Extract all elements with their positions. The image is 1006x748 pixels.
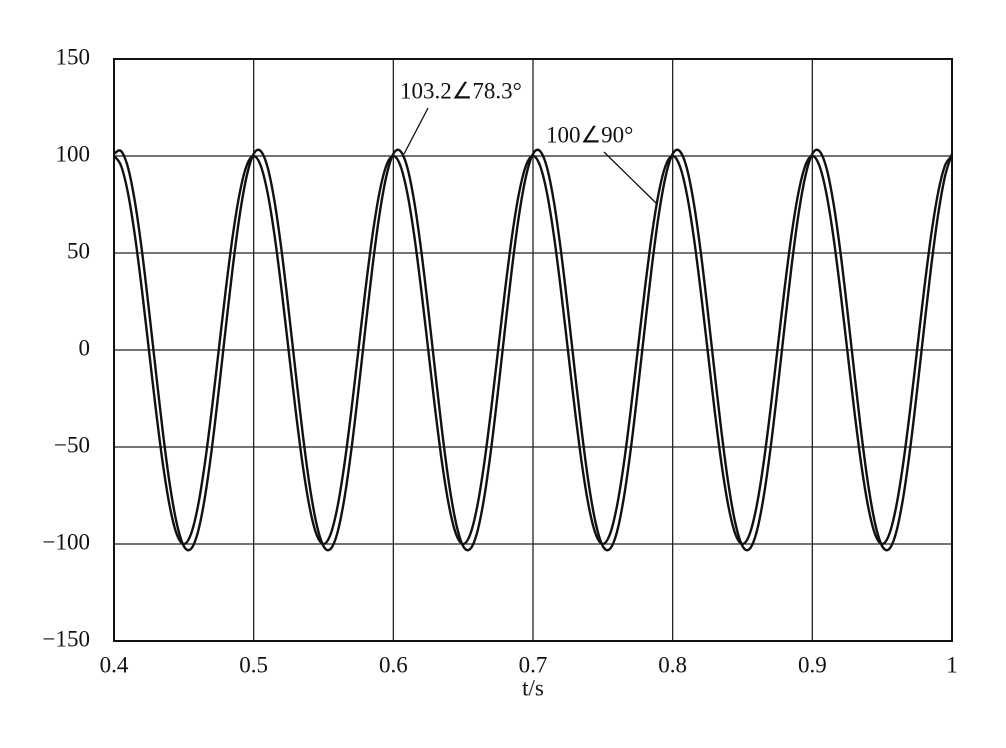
series-line <box>113 148 954 552</box>
x-tick-label: 0.5 <box>239 652 268 677</box>
series-annotation: 103.2∠78.3° <box>400 78 522 103</box>
x-tick-label: 0.7 <box>519 652 548 677</box>
x-tick-label: 0.6 <box>379 652 408 677</box>
y-tick-label: −150 <box>43 626 90 651</box>
x-tick-label: 0.9 <box>798 652 827 677</box>
series-annotation: 100∠90° <box>546 122 633 147</box>
leader-line <box>603 151 658 205</box>
plot-frame <box>113 58 953 642</box>
x-tick-label: 1 <box>946 652 958 677</box>
y-tick-label: −50 <box>54 432 90 457</box>
y-tick-label: −100 <box>43 529 90 554</box>
x-tick-label: 0.4 <box>100 652 129 677</box>
y-tick-label: 50 <box>67 238 90 263</box>
y-tick-label: 150 <box>56 44 91 69</box>
y-tick-label: 0 <box>79 335 91 360</box>
x-tick-label: 0.8 <box>658 652 687 677</box>
y-tick-label: 100 <box>56 141 91 166</box>
x-axis-label: t/s <box>522 675 544 700</box>
leader-line <box>403 107 429 155</box>
